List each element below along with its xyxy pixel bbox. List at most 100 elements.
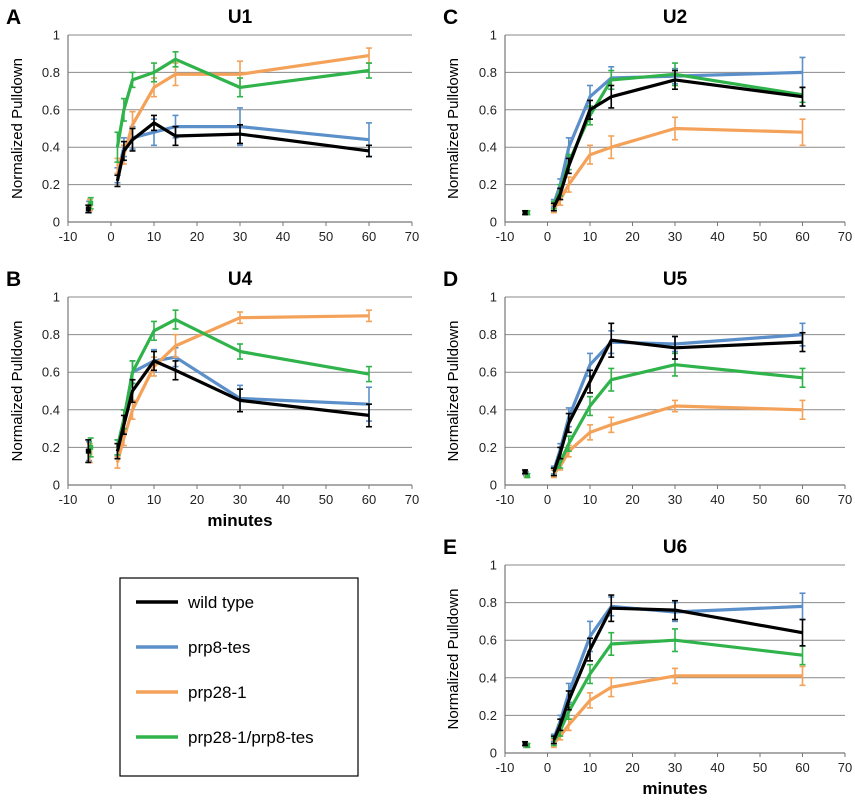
x-tick-label: 70 <box>838 760 852 775</box>
y-tick-label: 0.4 <box>42 402 60 417</box>
y-tick-label: 1 <box>490 28 497 43</box>
x-tick-label: 40 <box>276 492 290 507</box>
panel-u2: 00.20.40.60.81-10 0 10 20 30 40 50 60 70U2CNorma… <box>443 6 852 244</box>
series-line <box>115 57 370 148</box>
x-tick-label: 30 <box>668 229 682 244</box>
x-tick-label: 40 <box>710 492 724 507</box>
y-tick-label: 0 <box>53 215 60 230</box>
x-tick-label: 30 <box>668 760 682 775</box>
series-prp28-1 <box>523 399 806 479</box>
y-tick-label: 0 <box>490 746 497 761</box>
x-tick-label: 10 <box>147 492 161 507</box>
y-tick-label: 1 <box>490 558 497 573</box>
x-tick-label: 50 <box>753 760 767 775</box>
y-axis-label: Normalized Pulldown <box>445 589 462 730</box>
y-tick-label: 0.4 <box>42 140 60 155</box>
y-tick-label: 0.2 <box>479 177 497 192</box>
panel-letter: C <box>443 6 458 29</box>
legend-box <box>119 577 359 777</box>
series-wild-type <box>522 322 806 477</box>
series-line <box>115 318 370 448</box>
x-tick-label: 60 <box>362 229 376 244</box>
x-tick-label: 30 <box>233 229 247 244</box>
y-tick-label: 0.6 <box>42 102 60 117</box>
legend: wild type prp8-tes prp28-1 prp28-1/prp8-… <box>119 577 359 777</box>
series-line <box>552 638 803 743</box>
x-tick-label: 50 <box>753 229 767 244</box>
legend-entry-prp8-tes: prp8-tes <box>136 638 250 657</box>
x-tick-label: 0 <box>107 492 114 507</box>
legend-entry-wild-type: wild type <box>136 593 254 612</box>
series-line <box>552 338 803 473</box>
panel-letter: A <box>6 6 21 29</box>
y-tick-label: 0.4 <box>479 140 497 155</box>
panel-letter: D <box>443 268 458 291</box>
y-axis-label: Normalized Pulldown <box>9 321 26 462</box>
panel-u1: 00.20.40.60.81-10 0 10 20 30 40 50 60 70U1ANorma… <box>6 6 419 244</box>
x-tick-label: 0 <box>544 760 551 775</box>
x-tick-label: 20 <box>190 492 204 507</box>
pre-point <box>522 469 528 475</box>
panel-title: U2 <box>663 7 687 28</box>
series-line <box>552 126 803 210</box>
x-tick-label: 60 <box>362 492 376 507</box>
x-tick-label: -10 <box>59 229 78 244</box>
x-tick-label: 30 <box>668 492 682 507</box>
x-tick-label: -10 <box>496 229 515 244</box>
pre-point <box>524 473 530 479</box>
series-line <box>115 314 370 463</box>
x-tick-label: 40 <box>710 229 724 244</box>
series-prp28-1-prp8-tes <box>87 51 372 210</box>
x-tick-label: 0 <box>544 229 551 244</box>
pre-point <box>522 741 528 747</box>
panel-u5: 00.20.40.60.81-10 0 10 20 30 40 50 60 70U5DNorma… <box>443 268 852 507</box>
legend-label-prp28-1: prp28-1 <box>188 683 247 702</box>
series-wild-type <box>522 69 806 216</box>
x-tick-label: -10 <box>59 492 78 507</box>
x-tick-label: 20 <box>625 760 639 775</box>
panel-title: U1 <box>228 7 253 28</box>
x-tick-label: 60 <box>795 492 809 507</box>
x-axis-label: minutes <box>642 779 707 798</box>
x-tick-label: 40 <box>276 229 290 244</box>
x-tick-label: 50 <box>319 492 333 507</box>
y-tick-label: 1 <box>490 290 497 305</box>
y-tick-label: 0.6 <box>479 365 497 380</box>
legend-label-wild-type: wild type <box>187 593 254 612</box>
panel-title: U4 <box>228 269 253 290</box>
legend-label-prp28-1-prp8-tes: prp28-1/prp8-tes <box>188 728 314 747</box>
series-wild-type <box>85 350 372 464</box>
y-tick-label: 0 <box>53 478 60 493</box>
panel-letter: B <box>6 268 21 291</box>
x-tick-label: 50 <box>753 492 767 507</box>
y-tick-label: 0.8 <box>479 65 497 80</box>
panel-letter: E <box>443 536 457 559</box>
x-axis-label: minutes <box>207 511 272 530</box>
series-prp28-1-prp8-tes <box>87 309 372 458</box>
x-tick-label: 50 <box>319 229 333 244</box>
x-tick-label: 60 <box>795 229 809 244</box>
x-tick-label: 70 <box>838 229 852 244</box>
pre-point <box>522 210 528 216</box>
y-tick-label: 0.6 <box>479 633 497 648</box>
pre-point <box>85 206 91 212</box>
y-tick-label: 0.2 <box>479 708 497 723</box>
series-wild-type <box>522 594 806 747</box>
series-prp8-tes <box>86 107 372 214</box>
x-tick-label: -10 <box>496 492 515 507</box>
pre-point <box>88 444 94 450</box>
series-line <box>552 78 803 208</box>
y-tick-label: 0 <box>490 215 497 230</box>
series-prp28-1-prp8-tes <box>524 352 806 479</box>
x-tick-label: 70 <box>405 492 419 507</box>
pre-point <box>85 448 91 454</box>
series-prp8-tes <box>522 592 806 749</box>
panel-title: U5 <box>663 269 688 290</box>
y-tick-label: 0.2 <box>479 440 497 455</box>
x-tick-label: 30 <box>233 492 247 507</box>
series-line <box>115 121 370 182</box>
series-line <box>552 363 803 473</box>
legend-label-prp8-tes: prp8-tes <box>188 638 250 657</box>
y-tick-label: 1 <box>53 28 60 43</box>
